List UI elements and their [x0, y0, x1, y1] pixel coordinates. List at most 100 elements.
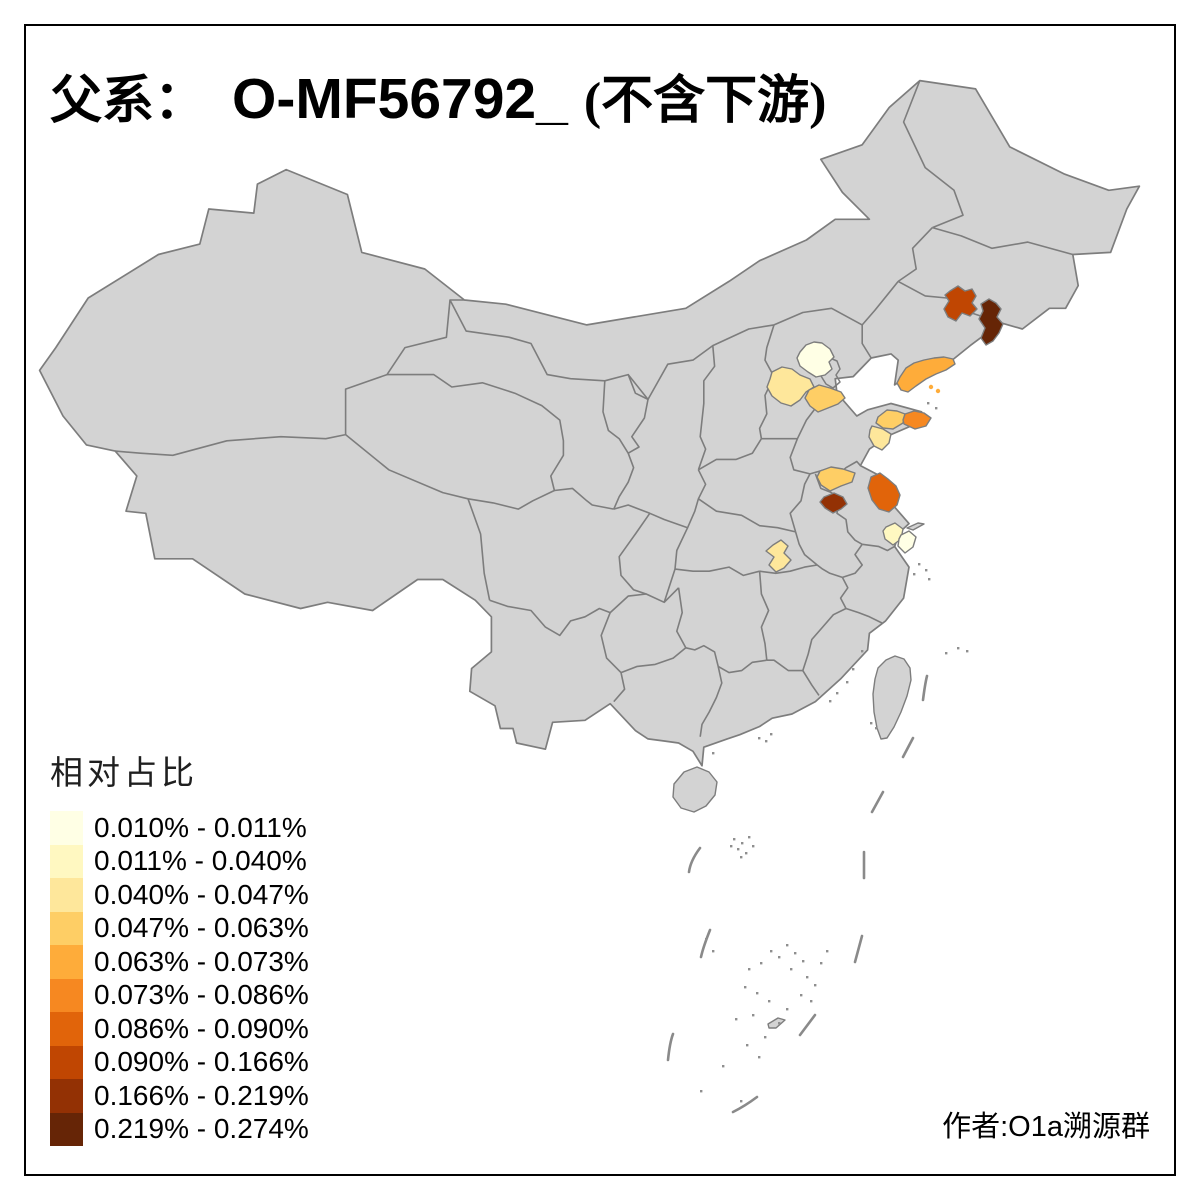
islet-speck-43 — [768, 1000, 771, 1003]
legend-label: 0.086% - 0.090% — [94, 1012, 309, 1044]
province-border-7 — [449, 280, 899, 401]
province-border-34 — [839, 577, 849, 609]
title-suffix: (不含下游) — [583, 73, 827, 130]
islands — [672, 522, 925, 1029]
region-jiangsu-nantong — [882, 522, 904, 546]
province-border-24 — [600, 612, 626, 703]
islet-speck-41 — [756, 992, 759, 995]
legend-swatch — [50, 1045, 83, 1079]
boundary-dash-7 — [798, 1013, 817, 1037]
province-border-1 — [345, 433, 469, 500]
islet-speck-54 — [740, 1100, 743, 1103]
islet-speck-22 — [748, 836, 751, 839]
legend-swatch — [50, 978, 83, 1012]
islet-speck-5 — [852, 668, 855, 671]
islet-speck-56 — [810, 1000, 813, 1003]
islet-speck-33 — [794, 952, 797, 955]
legend-swatch — [50, 1079, 83, 1113]
islet-speck-34 — [802, 960, 805, 963]
legend-label: 0.166% - 0.219% — [94, 1079, 309, 1111]
legend-swatch — [50, 811, 83, 845]
islet-speck-17 — [966, 650, 969, 653]
legend-item-7: 0.086% - 0.090% — [50, 1012, 309, 1046]
islet-speck-8 — [829, 700, 832, 703]
province-border-42 — [717, 659, 767, 674]
province-border-5 — [613, 452, 635, 510]
islet-speck-48 — [746, 1044, 749, 1047]
legend-item-3: 0.040% - 0.047% — [50, 878, 309, 912]
province-border-16 — [697, 438, 763, 471]
attribution: 作者:O1a溯源群 — [942, 1111, 1150, 1143]
legend-label: 0.047% - 0.063% — [94, 912, 309, 944]
province-border-21 — [675, 587, 687, 649]
islet-speck-30 — [770, 950, 773, 953]
legend-item-5: 0.063% - 0.073% — [50, 945, 309, 979]
china-mainland — [38, 79, 1141, 767]
legend-swatch — [50, 1012, 83, 1046]
region-hubei-wuhan — [765, 539, 792, 573]
province-border-19 — [663, 527, 689, 603]
islet-speck-23 — [737, 848, 740, 851]
province-border-12 — [861, 324, 872, 359]
legend-item-1: 0.010% - 0.011% — [50, 811, 309, 845]
province-border-3 — [387, 373, 565, 510]
province-border-30 — [862, 543, 895, 552]
province-border-18 — [618, 512, 651, 595]
islet-speck-21 — [741, 842, 744, 845]
region-hebei-baoding — [766, 366, 815, 407]
islet-speck-6 — [846, 681, 849, 684]
province-border-9 — [932, 226, 1074, 256]
province-border-6 — [602, 374, 649, 455]
boundary-dash-5 — [699, 928, 712, 959]
islet-speck-15 — [945, 652, 948, 655]
islet-dot-colored-1 — [935, 388, 941, 394]
nine-dash-line — [666, 674, 929, 1114]
islet-speck-51 — [820, 962, 823, 965]
legend-label: 0.063% - 0.073% — [94, 945, 309, 977]
boundary-dash-9 — [731, 1095, 759, 1114]
boundary-dash-6 — [853, 934, 864, 964]
islet-speck-49 — [758, 1056, 761, 1059]
legend-label: 0.011% - 0.040% — [94, 845, 307, 877]
legend-swatch — [50, 844, 83, 878]
islet-speck-13 — [927, 402, 930, 405]
colored-regions — [765, 285, 1004, 573]
province-border-31 — [842, 543, 864, 579]
islet-speck-25 — [730, 845, 733, 848]
region-anhui-bengbu — [819, 492, 848, 514]
province-border-41 — [674, 566, 760, 577]
islet-speck-2 — [913, 573, 916, 576]
islet-speck-4 — [861, 650, 864, 653]
islet-speck-18 — [870, 722, 873, 725]
legend: 相对占比 0.010% - 0.011% 0.011% - 0.040% 0.040… — [50, 746, 309, 1146]
islet-speck-42 — [800, 994, 803, 997]
islet-speck-19 — [875, 727, 878, 730]
legend-item-2: 0.011% - 0.040% — [50, 844, 309, 878]
legend-item-9: 0.166% - 0.219% — [50, 1079, 309, 1113]
islet-speck-45 — [752, 1014, 755, 1017]
islet-speck-52 — [826, 950, 829, 953]
region-liaoning-east — [978, 298, 1004, 346]
title-haplogroup: O-MF56792_ — [232, 67, 568, 131]
islet-speck-38 — [806, 976, 809, 979]
islet-speck-46 — [778, 1022, 781, 1025]
province-border-23 — [489, 599, 611, 637]
island-chongming — [906, 522, 925, 531]
province-border-39 — [758, 571, 770, 661]
province-border-22 — [620, 647, 687, 674]
boundary-dash-8 — [666, 1032, 675, 1062]
boundary-dash-0 — [921, 674, 929, 702]
islet-dot-colored-0 — [928, 384, 934, 390]
province-border-36 — [802, 607, 847, 671]
legend-item-10: 0.219% - 0.274% — [50, 1112, 309, 1146]
legend-swatch — [50, 945, 83, 979]
province-border-44 — [699, 666, 723, 737]
small-islets — [700, 402, 969, 1103]
islet-speck-50 — [735, 1018, 738, 1021]
legend-label: 0.040% - 0.047% — [94, 878, 309, 910]
province-border-43 — [685, 644, 719, 667]
region-liaoning-north — [943, 285, 978, 322]
islet-speck-3 — [928, 578, 931, 581]
islet-speck-47 — [764, 1036, 767, 1039]
